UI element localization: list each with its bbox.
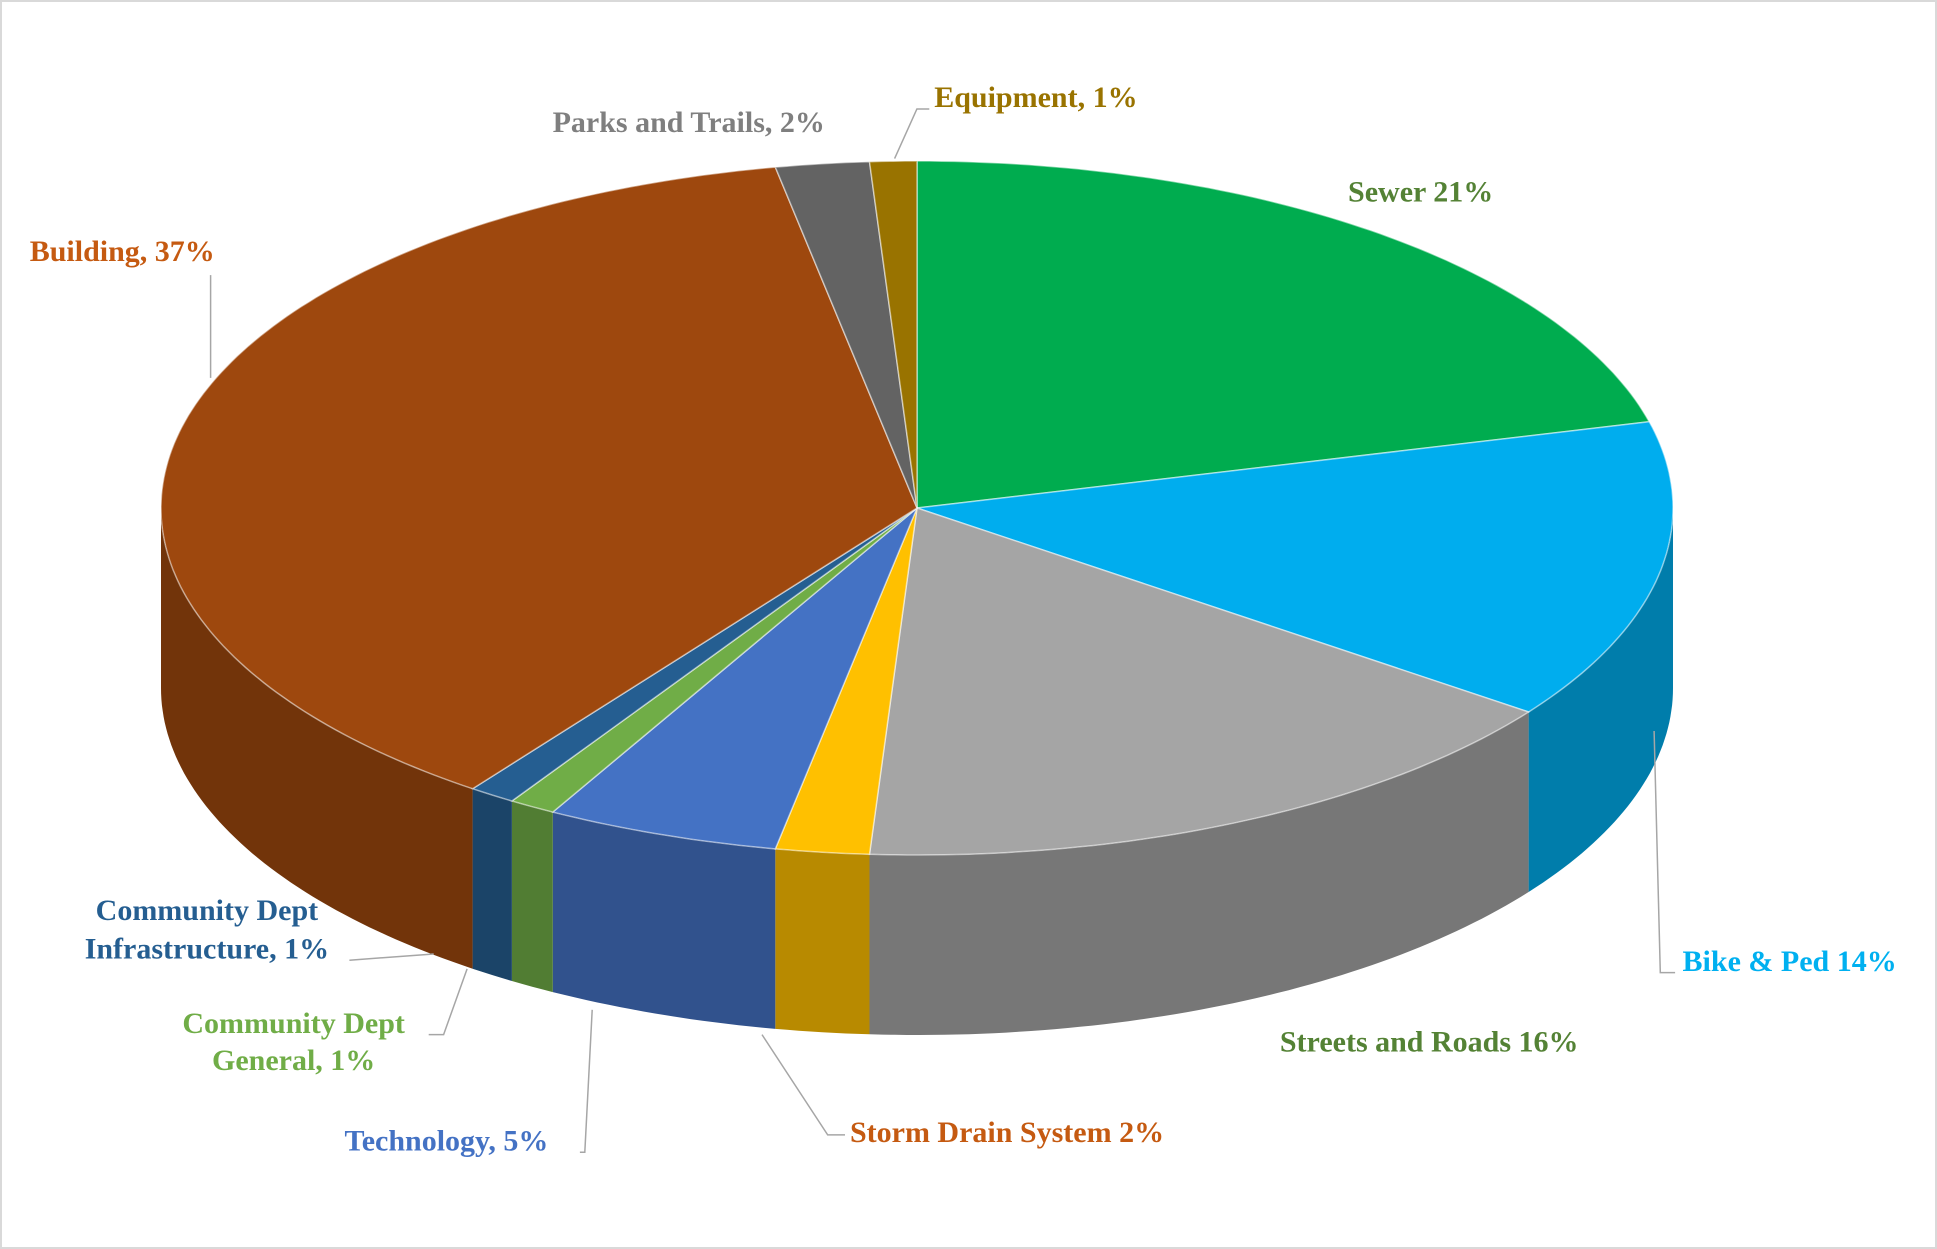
slice bbox=[160, 166, 918, 790]
slice bbox=[916, 420, 1674, 713]
leader-line bbox=[579, 1009, 593, 1154]
slice-side bbox=[161, 508, 473, 969]
slice-side bbox=[1528, 508, 1673, 892]
data-label: Equipment, 1% bbox=[934, 81, 1137, 114]
pie-sides bbox=[161, 508, 1673, 1035]
data-label: Technology, 5% bbox=[344, 1124, 548, 1157]
leader-line bbox=[893, 108, 930, 159]
slice-side bbox=[552, 812, 776, 1029]
slice-side bbox=[511, 801, 553, 993]
data-labels: Sewer 21% Bike & Ped 14% Streets and Roads… bbox=[30, 81, 1897, 1157]
leader-line bbox=[349, 953, 434, 961]
leader-line bbox=[428, 968, 468, 1036]
data-label: Infrastructure, 1% bbox=[85, 932, 329, 965]
slice bbox=[868, 160, 918, 509]
data-label: Community Dept bbox=[182, 1007, 405, 1040]
slice bbox=[868, 507, 1531, 856]
data-label: Streets and Roads 16% bbox=[1280, 1025, 1579, 1058]
data-label: Parks and Trails, 2% bbox=[553, 106, 825, 139]
slice-side bbox=[869, 712, 1529, 1035]
leader-line bbox=[761, 1034, 845, 1136]
slice-side bbox=[775, 848, 870, 1035]
data-label: Storm Drain System 2% bbox=[850, 1116, 1164, 1149]
slice bbox=[551, 507, 918, 850]
slice bbox=[774, 160, 918, 509]
data-label: Bike & Ped 14% bbox=[1683, 945, 1897, 978]
slice bbox=[916, 160, 1651, 509]
data-label: General, 1% bbox=[212, 1044, 375, 1077]
pie-tops bbox=[160, 160, 1674, 856]
data-label: Building, 37% bbox=[30, 235, 215, 268]
slice-side bbox=[472, 788, 512, 981]
data-label: Community Dept bbox=[96, 894, 319, 927]
leader-line bbox=[1653, 730, 1676, 974]
data-label: Sewer 21% bbox=[1348, 175, 1493, 208]
